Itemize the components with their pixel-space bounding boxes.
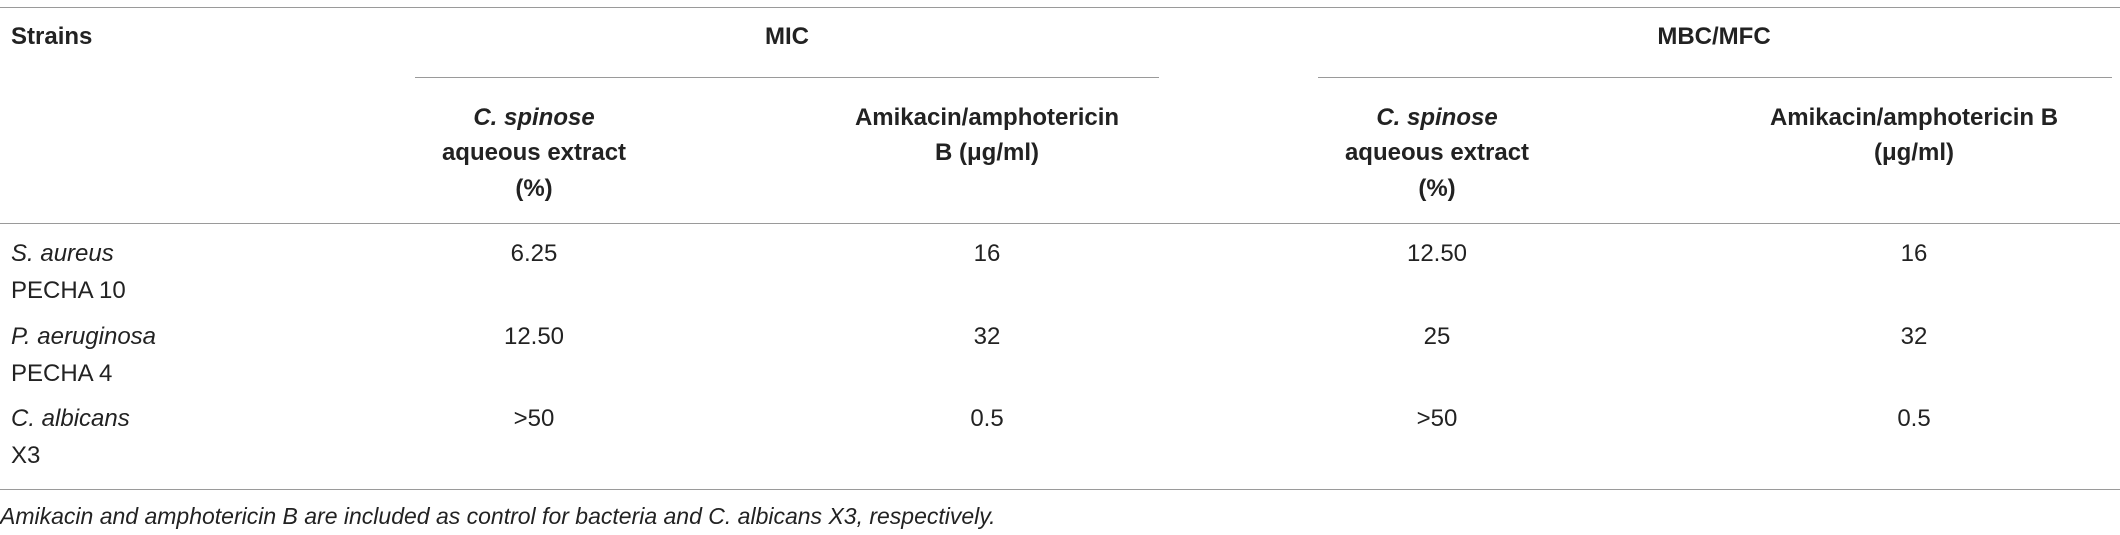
strain-species: S. aureus bbox=[11, 240, 114, 267]
column-header: Amikacin/amphotericin bbox=[854, 104, 1120, 131]
cell: 0.5 bbox=[970, 405, 1004, 432]
group-rule bbox=[415, 77, 1159, 78]
cell: 0.5 bbox=[1897, 405, 1931, 432]
header-strains: Strains bbox=[11, 23, 93, 50]
group-header: MIC bbox=[765, 23, 809, 50]
cell: 16 bbox=[973, 240, 1001, 267]
column-header: C. spinose bbox=[1376, 104, 1498, 131]
column-header: B (μg/ml) bbox=[934, 139, 1040, 166]
cell: 32 bbox=[973, 323, 1001, 350]
top-rule bbox=[0, 7, 2120, 8]
strain-species: P. aeruginosa bbox=[11, 323, 157, 350]
cell: >50 bbox=[1416, 405, 1458, 432]
strain-species: C. albicans bbox=[11, 405, 130, 432]
column-header: aqueous extract bbox=[441, 139, 627, 166]
column-header: (%) bbox=[515, 175, 553, 202]
column-header: aqueous extract bbox=[1344, 139, 1530, 166]
cell: 12.50 bbox=[1406, 240, 1468, 267]
strain-id: PECHA 4 bbox=[11, 360, 113, 387]
column-header: C. spinose bbox=[473, 104, 595, 131]
column-header: (%) bbox=[1418, 175, 1456, 202]
cell: >50 bbox=[513, 405, 555, 432]
cell: 12.50 bbox=[503, 323, 565, 350]
column-header: (μg/ml) bbox=[1873, 139, 1955, 166]
column-header: Amikacin/amphotericin B bbox=[1769, 104, 2059, 131]
group-header: MBC/MFC bbox=[1657, 23, 1771, 50]
bottom-rule bbox=[0, 489, 2120, 490]
header-rule bbox=[0, 223, 2120, 224]
cell: 16 bbox=[1900, 240, 1928, 267]
cell: 25 bbox=[1423, 323, 1451, 350]
group-rule bbox=[1318, 77, 2112, 78]
strain-id: X3 bbox=[11, 442, 41, 469]
cell: 32 bbox=[1900, 323, 1928, 350]
cell: 6.25 bbox=[510, 240, 558, 267]
footnote: Amikacin and amphotericin B are included… bbox=[0, 503, 996, 529]
strain-id: PECHA 10 bbox=[11, 277, 126, 304]
